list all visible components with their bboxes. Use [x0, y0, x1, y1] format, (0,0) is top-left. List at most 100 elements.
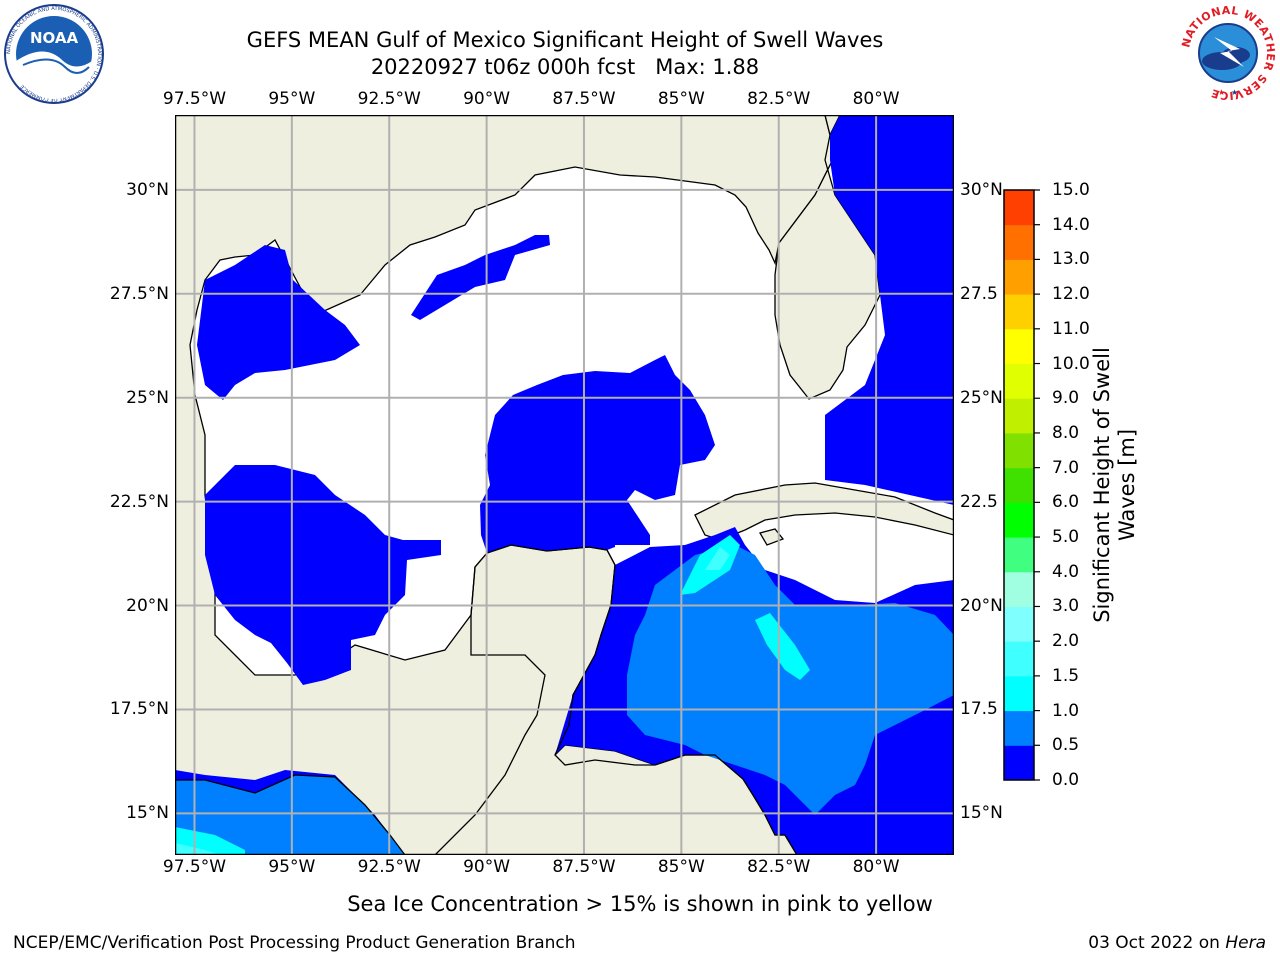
colorbar-segment — [1004, 675, 1034, 712]
footer-organization: NCEP/EMC/Verification Post Processing Pr… — [13, 933, 576, 953]
lon-tick-label-top: 80°W — [852, 89, 900, 109]
colorbar-tick-label: 11.0 — [1052, 318, 1090, 339]
lat-tick-label-left: 17.5°N — [109, 699, 169, 720]
lat-tick-label-right: 27.5 — [960, 283, 998, 304]
colorbar — [1003, 189, 1040, 781]
footer-date: 03 Oct 2022 on Hera — [1088, 933, 1266, 953]
coastline-overlay — [175, 544, 798, 855]
noaa-logo-text: NOAA — [30, 29, 79, 47]
sea-ice-note: Sea Ice Concentration > 15% is shown in … — [347, 892, 933, 916]
land-florida — [774, 115, 954, 400]
lat-tick-label-right: 25°N — [960, 387, 1003, 408]
lon-tick-label-bottom: 80°W — [852, 857, 900, 877]
lat-tick-label-right: 17.5 — [960, 699, 998, 720]
lat-tick-label-left: 20°N — [126, 595, 169, 616]
colorbar-segment — [1004, 432, 1034, 469]
colorbar-tick-label: 14.0 — [1052, 214, 1090, 235]
colorbar-label-line2: Waves [m] — [1115, 428, 1139, 542]
lon-tick-label-top: 90°W — [463, 89, 511, 109]
swell-0.5-1.0-south-strip — [175, 775, 405, 855]
lon-tick-label-bottom: 97.5°W — [162, 857, 227, 877]
lat-tick-label-right: 20°N — [960, 595, 1003, 616]
map-gridlines — [175, 115, 954, 855]
swell-0-0.5-east-atlantic — [825, 115, 954, 505]
colorbar-segment — [1004, 606, 1034, 642]
lon-tick-label-bottom: 82.5°W — [747, 857, 811, 877]
colorbar-tick-label: 12.0 — [1052, 284, 1090, 305]
colorbar-tick-label: 1.5 — [1052, 665, 1080, 686]
swell-height-fills — [175, 115, 954, 855]
colorbar-tick-label: 3.0 — [1052, 596, 1080, 617]
colorbar-tick-label: 10.0 — [1052, 353, 1090, 374]
lat-tick-label-left: 27.5°N — [109, 283, 169, 304]
lon-tick-label-top: 85°W — [657, 89, 705, 109]
colorbar-segment — [1004, 363, 1034, 399]
svg-text:★: ★ — [1231, 88, 1238, 97]
lon-tick-label-bottom: 90°W — [463, 857, 511, 877]
lat-tick-label-left: 30°N — [126, 179, 169, 200]
colorbar-segment — [1004, 571, 1034, 607]
lon-tick-label-bottom: 85°W — [657, 857, 705, 877]
colorbar-segment — [1004, 537, 1034, 573]
colorbar-segment — [1004, 398, 1034, 434]
colorbar-tick-label: 2.0 — [1052, 631, 1080, 652]
colorbar-segment — [1004, 190, 1034, 226]
lon-tick-label-top: 87.5°W — [552, 89, 616, 109]
colorbar-segment — [1004, 224, 1034, 260]
swell-1.0-1.5-cayman — [755, 613, 810, 680]
colorbar-segment — [1004, 641, 1034, 677]
colorbar-tick-label: 4.0 — [1052, 561, 1080, 582]
swell-0-0.5-west-gulf — [197, 245, 360, 400]
map-frame — [175, 115, 954, 855]
noaa-logo: NATIONAL OCEANIC AND ATMOSPHERIC ADMINIS… — [3, 3, 105, 109]
lon-tick-label-top: 82.5°W — [747, 89, 811, 109]
land-cuba — [694, 482, 954, 541]
lat-tick-label-left: 25°N — [126, 387, 169, 408]
lat-tick-label-left: 15°N — [126, 803, 169, 824]
colorbar-frame — [1003, 189, 1035, 781]
colorbar-tick-label: 9.0 — [1052, 388, 1080, 409]
colorbar-segment — [1004, 328, 1034, 365]
lat-tick-label-right: 30°N — [960, 179, 1003, 200]
land-yucatan-central-america — [175, 544, 798, 855]
land-masses — [175, 115, 954, 855]
colorbar-tick-label: 7.0 — [1052, 457, 1080, 478]
chart-subtitle: 20220927 t06z 000h fcst Max: 1.88 — [370, 55, 760, 79]
svg-text:★: ★ — [1218, 88, 1225, 97]
colorbar-segment — [1004, 467, 1034, 503]
colorbar-tick-label: 1.0 — [1052, 700, 1080, 721]
colorbar-segment — [1004, 259, 1034, 295]
swell-1.5-2.0-south-corner — [175, 843, 220, 855]
lon-tick-label-top: 92.5°W — [357, 89, 421, 109]
colorbar-tick-label: 5.0 — [1052, 527, 1080, 548]
colorbar-tick-label: 0.0 — [1052, 770, 1080, 790]
swell-0-0.5-north-central — [411, 235, 550, 320]
swell-height-map — [175, 115, 954, 855]
lat-tick-label-left: 22.5°N — [109, 491, 169, 512]
colorbar-tick-label: 0.5 — [1052, 735, 1080, 756]
chart-title: GEFS MEAN Gulf of Mexico Significant Hei… — [246, 28, 884, 52]
colorbar-tick-label: 13.0 — [1052, 249, 1090, 270]
lat-tick-label-right: 22.5 — [960, 491, 998, 512]
land-isla-juventud — [759, 528, 785, 546]
colorbar-tick-label: 15.0 — [1052, 180, 1090, 200]
swell-0.5-1.0-caribbean — [627, 545, 954, 815]
colorbar-label-line1: Significant Height of Swell — [1090, 347, 1114, 623]
colorbar-segment — [1004, 502, 1034, 538]
footer-machine: Hera — [1225, 933, 1266, 953]
colorbar-tick-label: 8.0 — [1052, 422, 1080, 443]
colorbar-segment — [1004, 745, 1034, 781]
nws-logo: NATIONAL WEATHER SERVICE ★ ★ — [1178, 3, 1278, 107]
lon-tick-label-bottom: 87.5°W — [552, 857, 616, 877]
lon-tick-label-top: 97.5°W — [162, 89, 227, 109]
colorbar-segment — [1004, 294, 1034, 330]
lon-tick-label-bottom: 95°W — [268, 857, 316, 877]
swell-1.5-2.0-yucatan — [705, 547, 730, 570]
lon-tick-label-top: 95°W — [268, 89, 316, 109]
colorbar-segment — [1004, 710, 1034, 746]
swell-0-0.5-sw-gulf — [205, 465, 441, 685]
swell-0-0.5-central-gulf — [480, 355, 715, 553]
lon-tick-label-bottom: 92.5°W — [357, 857, 421, 877]
colorbar-tick-label: 6.0 — [1052, 492, 1080, 513]
lat-tick-label-right: 15°N — [960, 803, 1003, 824]
